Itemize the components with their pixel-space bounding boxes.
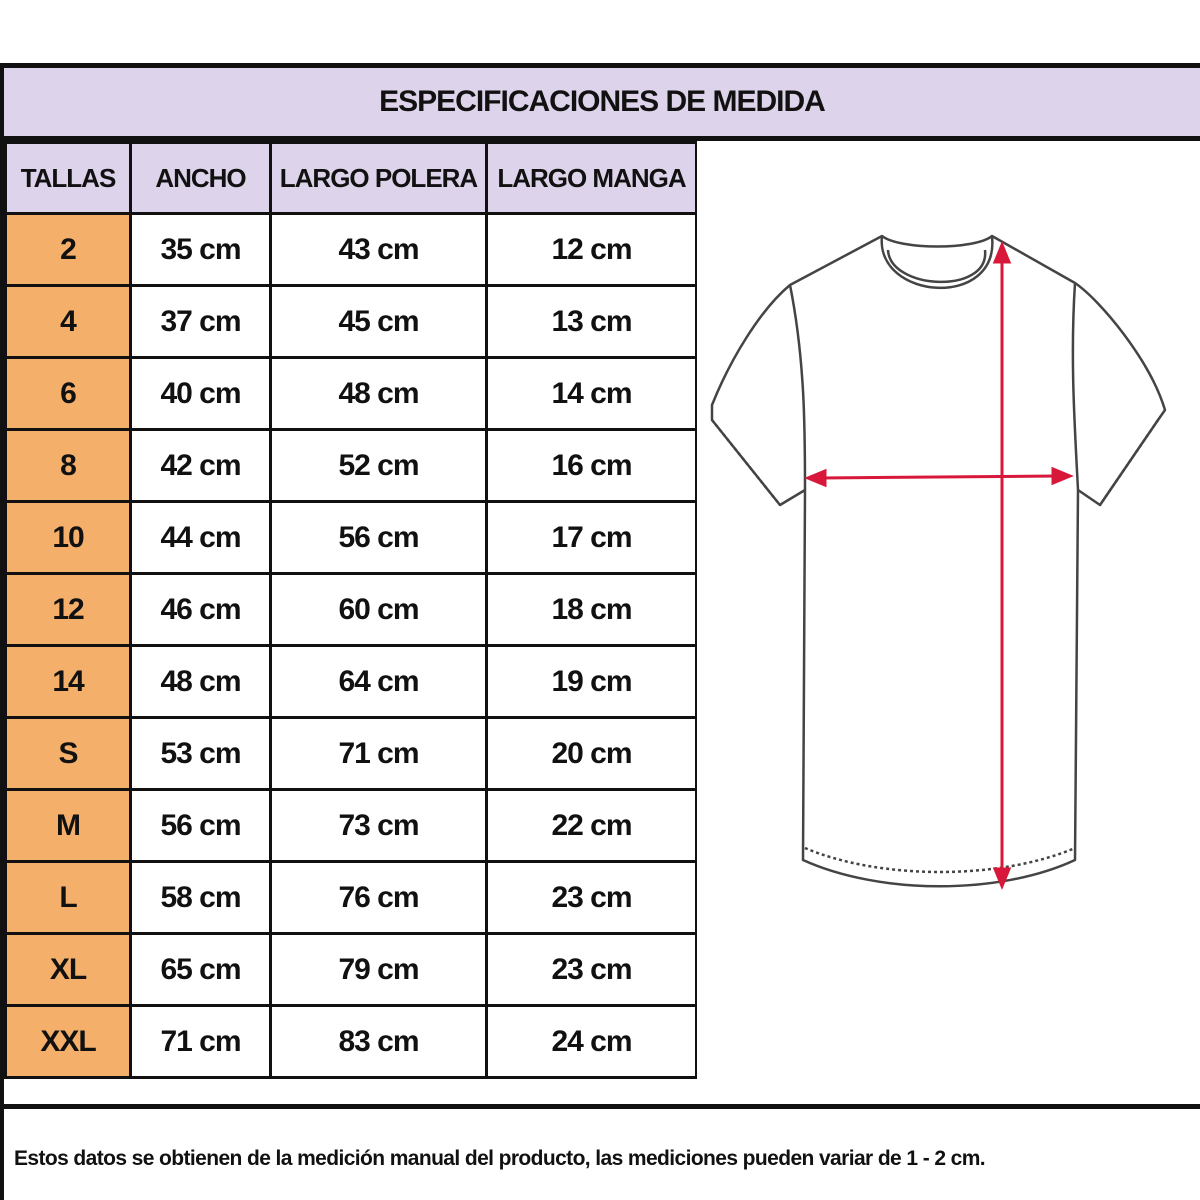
largo-polera-cell: 64 cm <box>269 644 488 719</box>
ancho-cell: 56 cm <box>129 788 272 863</box>
largo-manga-cell: 23 cm <box>485 932 698 1007</box>
header-row: TALLAS ANCHO LARGO POLERA LARGO MANGA <box>4 141 698 215</box>
largo-manga-cell: 24 cm <box>485 1004 698 1079</box>
largo-manga-cell: 20 cm <box>485 716 698 791</box>
largo-manga-cell: 13 cm <box>485 284 698 359</box>
table-row: L 58 cm 76 cm 23 cm <box>4 860 698 935</box>
size-cell: S <box>4 716 132 791</box>
largo-manga-cell: 18 cm <box>485 572 698 647</box>
size-cell: 8 <box>4 428 132 503</box>
largo-manga-cell: 23 cm <box>485 860 698 935</box>
table-row: 12 46 cm 60 cm 18 cm <box>4 572 698 647</box>
table-row: S 53 cm 71 cm 20 cm <box>4 716 698 791</box>
header-tallas: TALLAS <box>4 141 132 215</box>
table-row: 4 37 cm 45 cm 13 cm <box>4 284 698 359</box>
ancho-cell: 46 cm <box>129 572 272 647</box>
size-cell: XL <box>4 932 132 1007</box>
ancho-cell: 37 cm <box>129 284 272 359</box>
largo-polera-cell: 45 cm <box>269 284 488 359</box>
largo-polera-cell: 79 cm <box>269 932 488 1007</box>
table-row: 14 48 cm 64 cm 19 cm <box>4 644 698 719</box>
ancho-cell: 53 cm <box>129 716 272 791</box>
size-cell: 4 <box>4 284 132 359</box>
largo-polera-cell: 43 cm <box>269 212 488 287</box>
table-row: 8 42 cm 52 cm 16 cm <box>4 428 698 503</box>
chart-frame <box>0 63 1200 1200</box>
ancho-cell: 71 cm <box>129 1004 272 1079</box>
header-largo-manga: LARGO MANGA <box>485 141 698 215</box>
largo-manga-cell: 16 cm <box>485 428 698 503</box>
largo-manga-cell: 22 cm <box>485 788 698 863</box>
footer-text: Estos datos se obtienen de la medición m… <box>14 1147 986 1170</box>
largo-polera-cell: 71 cm <box>269 716 488 791</box>
size-cell: 10 <box>4 500 132 575</box>
largo-polera-cell: 83 cm <box>269 1004 488 1079</box>
largo-polera-cell: 52 cm <box>269 428 488 503</box>
size-cell: 2 <box>4 212 132 287</box>
ancho-cell: 65 cm <box>129 932 272 1007</box>
size-cell: 14 <box>4 644 132 719</box>
largo-manga-cell: 14 cm <box>485 356 698 431</box>
size-cell: XXL <box>4 1004 132 1079</box>
ancho-cell: 40 cm <box>129 356 272 431</box>
ancho-cell: 48 cm <box>129 644 272 719</box>
tshirt-icon <box>710 234 1167 890</box>
largo-polera-cell: 56 cm <box>269 500 488 575</box>
size-cell: 12 <box>4 572 132 647</box>
largo-manga-cell: 17 cm <box>485 500 698 575</box>
tshirt-illustration <box>697 141 1200 1104</box>
chart-title-bar: ESPECIFICACIONES DE MEDIDA <box>4 68 1200 141</box>
table-row: 2 35 cm 43 cm 12 cm <box>4 212 698 287</box>
ancho-cell: 35 cm <box>129 212 272 287</box>
largo-polera-cell: 73 cm <box>269 788 488 863</box>
size-cell: L <box>4 860 132 935</box>
footer-note: Estos datos se obtienen de la medición m… <box>4 1104 1200 1200</box>
largo-polera-cell: 60 cm <box>269 572 488 647</box>
ancho-cell: 42 cm <box>129 428 272 503</box>
largo-polera-cell: 48 cm <box>269 356 488 431</box>
table-row: XXL 71 cm 83 cm 24 cm <box>4 1004 698 1079</box>
largo-polera-cell: 76 cm <box>269 860 488 935</box>
measure-arrows <box>804 241 1074 890</box>
header-ancho: ANCHO <box>129 141 272 215</box>
table-row: 10 44 cm 56 cm 17 cm <box>4 500 698 575</box>
table-row: XL 65 cm 79 cm 23 cm <box>4 932 698 1007</box>
header-largo-polera: LARGO POLERA <box>269 141 488 215</box>
table-row: 6 40 cm 48 cm 14 cm <box>4 356 698 431</box>
table-row: M 56 cm 73 cm 22 cm <box>4 788 698 863</box>
ancho-cell: 58 cm <box>129 860 272 935</box>
size-cell: M <box>4 788 132 863</box>
largo-manga-cell: 12 cm <box>485 212 698 287</box>
size-cell: 6 <box>4 356 132 431</box>
ancho-cell: 44 cm <box>129 500 272 575</box>
largo-manga-cell: 19 cm <box>485 644 698 719</box>
chart-title: ESPECIFICACIONES DE MEDIDA <box>379 85 826 118</box>
